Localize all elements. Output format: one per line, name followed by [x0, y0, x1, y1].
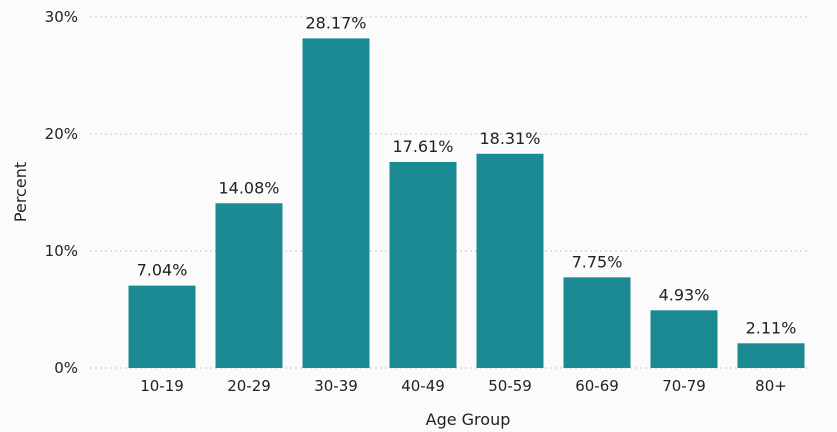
x-axis-ticks: 10-19 20-29 30-39 40-49 50-59 60-69 70-79 80+: [140, 377, 787, 395]
y-tick-label: 10%: [45, 242, 78, 260]
data-label: 7.04%: [137, 261, 188, 280]
y-axis-title: Percent: [11, 162, 30, 222]
y-tick-label: 30%: [45, 8, 78, 26]
bars: [128, 38, 805, 368]
bar: [650, 310, 718, 368]
bar: [302, 38, 370, 368]
data-label: 4.93%: [659, 285, 710, 304]
bar: [128, 285, 196, 368]
bar: [389, 161, 457, 368]
data-label: 2.11%: [746, 318, 797, 337]
x-tick-label: 50-59: [488, 377, 532, 395]
bar: [476, 153, 544, 368]
y-axis-ticks: 0% 10% 20% 30%: [45, 8, 78, 377]
y-tick-label: 20%: [45, 125, 78, 143]
x-tick-label: 70-79: [662, 377, 706, 395]
x-tick-label: 30-39: [314, 377, 358, 395]
bar: [563, 277, 631, 368]
y-tick-label: 0%: [54, 359, 78, 377]
data-label: 14.08%: [218, 178, 279, 197]
bar: [737, 343, 805, 368]
x-tick-label: 80+: [755, 377, 787, 395]
x-tick-label: 60-69: [575, 377, 619, 395]
x-tick-label: 10-19: [140, 377, 184, 395]
data-label: 28.17%: [305, 13, 366, 32]
data-label: 7.75%: [572, 252, 623, 271]
x-tick-label: 40-49: [401, 377, 445, 395]
data-label: 17.61%: [392, 137, 453, 156]
x-axis-title: Age Group: [426, 410, 511, 429]
bar: [215, 203, 283, 368]
data-labels: 7.04% 14.08% 28.17% 17.61% 18.31% 7.75% 4.93% 2…: [137, 13, 797, 337]
data-label: 18.31%: [479, 129, 540, 148]
x-tick-label: 20-29: [227, 377, 271, 395]
